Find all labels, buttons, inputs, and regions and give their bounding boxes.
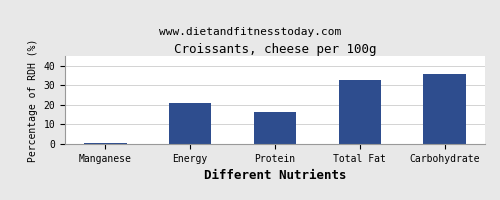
X-axis label: Different Nutrients: Different Nutrients <box>204 169 346 182</box>
Title: Croissants, cheese per 100g: Croissants, cheese per 100g <box>174 43 376 56</box>
Bar <box>338 80 381 144</box>
Bar <box>254 112 296 144</box>
Text: www.dietandfitnesstoday.com: www.dietandfitnesstoday.com <box>159 27 341 37</box>
Bar <box>169 103 212 144</box>
Bar <box>84 143 126 144</box>
Bar <box>424 74 466 144</box>
Y-axis label: Percentage of RDH (%): Percentage of RDH (%) <box>28 38 38 162</box>
